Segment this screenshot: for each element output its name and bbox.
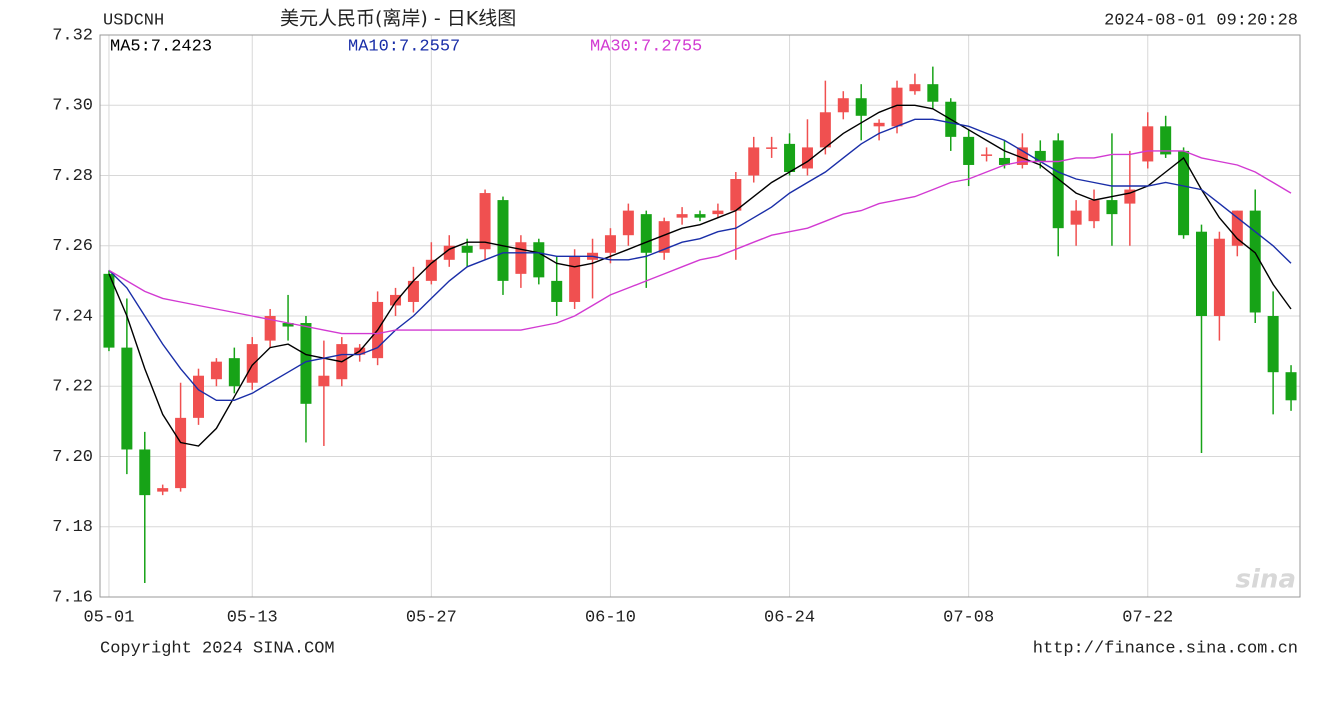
candle-body [1231,210,1243,246]
candle-body [443,245,455,260]
x-tick-label: 07-08 [943,608,994,627]
x-tick-label: 06-24 [764,608,815,627]
x-tick-label: 05-01 [83,608,134,627]
candle-body [963,136,975,165]
candle-body [390,294,402,306]
candle-body [748,147,760,176]
ma-line [108,150,1292,335]
candle-body [927,84,939,102]
candle-body [425,259,437,281]
candle-body [730,179,742,211]
x-tick-label: 06-10 [585,608,636,627]
candle-body [873,122,885,127]
candle-body [640,214,652,253]
candle-body [819,112,831,148]
candle-body [1016,147,1028,165]
candle-body [1213,238,1225,316]
y-tick-label: 7.32 [52,26,93,45]
candle-body [981,154,993,156]
candle-body [1178,150,1190,236]
y-tick-label: 7.16 [52,588,93,607]
candle-body [551,280,563,302]
watermark: sina [1236,565,1296,595]
y-tick-label: 7.20 [52,448,93,467]
candle-body [497,200,509,281]
candle-body [533,242,545,278]
candle-body [1124,189,1136,204]
candle-body [801,147,813,169]
x-tick-label: 07-22 [1122,608,1173,627]
candle-body [461,245,473,253]
legend-entry: MA30:7.2755 [590,37,702,56]
candle-body [121,347,133,450]
candle-body [318,375,330,387]
candle-body [622,210,634,236]
candle-body [1142,126,1154,162]
candle-body [264,316,276,341]
y-tick-label: 7.24 [52,307,93,326]
candle-body [855,98,867,116]
candle-body [103,273,115,348]
candle-body [658,221,670,253]
candle-body [139,449,151,496]
x-tick-label: 05-27 [406,608,457,627]
candle-body [1160,126,1172,155]
candle-body [1267,316,1279,373]
chart-title: 美元人民币(离岸) - 日K线图 [280,8,516,30]
candle-body [909,84,921,92]
ma-line [108,118,1292,401]
candle-body [998,157,1010,165]
candle-body [766,147,778,149]
candle-body [515,242,527,274]
candle-body [282,323,294,327]
candle-body [837,98,849,113]
ma-line [108,104,1292,447]
candle-body [407,280,419,302]
x-tick-label: 05-13 [227,608,278,627]
plot-border [99,34,1301,598]
candle-body [479,193,491,250]
candle-body [1106,200,1118,215]
y-tick-label: 7.26 [52,237,93,256]
copyright: Copyright 2024 SINA.COM [100,639,335,658]
source: http://finance.sina.com.cn [1033,639,1298,658]
candle-body [569,256,581,302]
candle-body [1088,200,1100,222]
candle-body [712,210,724,215]
symbol: USDCNH [103,11,164,30]
timestamp: 2024-08-01 09:20:28 [1104,11,1298,30]
candle-body [210,361,222,380]
y-tick-label: 7.30 [52,97,93,116]
candle-body [1285,372,1297,401]
candle-body [1034,150,1046,162]
candle-body [246,344,258,383]
candle-body [784,143,796,172]
candle-body [175,417,187,489]
candle-body [157,488,169,492]
candle-body [1195,231,1207,316]
candle-body [891,87,903,127]
candle-body [193,375,205,418]
candle-body [1052,140,1064,229]
y-tick-label: 7.28 [52,167,93,186]
legend-entry: MA5:7.2423 [110,37,212,56]
candle-body [300,323,312,404]
candle-body [228,358,240,387]
y-tick-label: 7.18 [52,518,93,537]
candle-body [1249,210,1261,313]
y-tick-label: 7.22 [52,378,93,397]
candle-body [676,214,688,218]
candle-body [1070,210,1082,225]
candle-body [694,214,706,218]
legend-entry: MA10:7.2557 [348,37,460,56]
candle-body [604,235,616,253]
